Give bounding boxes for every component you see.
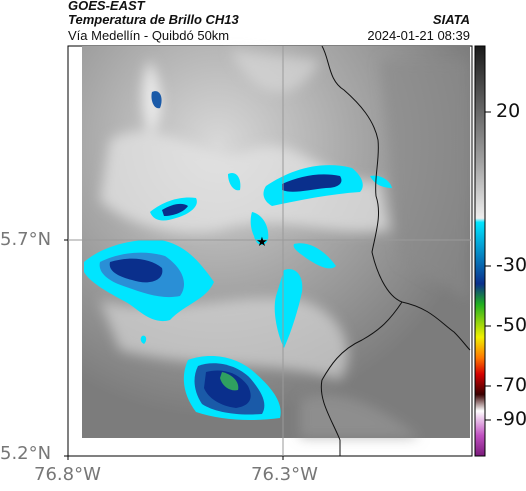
satellite-name: GOES-EAST [68,0,145,13]
lon-tick-label: 76.8°W [34,464,101,485]
product-title: Temperatura de Brillo CH13 [68,12,239,27]
cold-cloud-cells [84,91,392,420]
region-label: Vía Medellín - Quibdó 50km [68,28,230,43]
colorbar [474,45,486,457]
border-line [321,45,471,351]
agency-label: SIATA [432,12,470,27]
border-line-south [320,301,403,456]
lon-tick-label: 76.3°W [251,464,318,485]
colorbar-tick: -90 [496,408,526,430]
location-marker: ★ [256,235,268,250]
datetime-label: 2024-01-21 08:39 [367,28,470,43]
colorbar-tick: 20 [496,100,521,122]
lat-tick-label: 5.7°N [0,229,52,250]
colorbar-tick: -50 [496,314,526,336]
colorbar-tick: -70 [496,374,526,396]
lat-tick-label: 5.2°N [0,443,52,464]
colorbar-tick: -30 [496,254,526,276]
